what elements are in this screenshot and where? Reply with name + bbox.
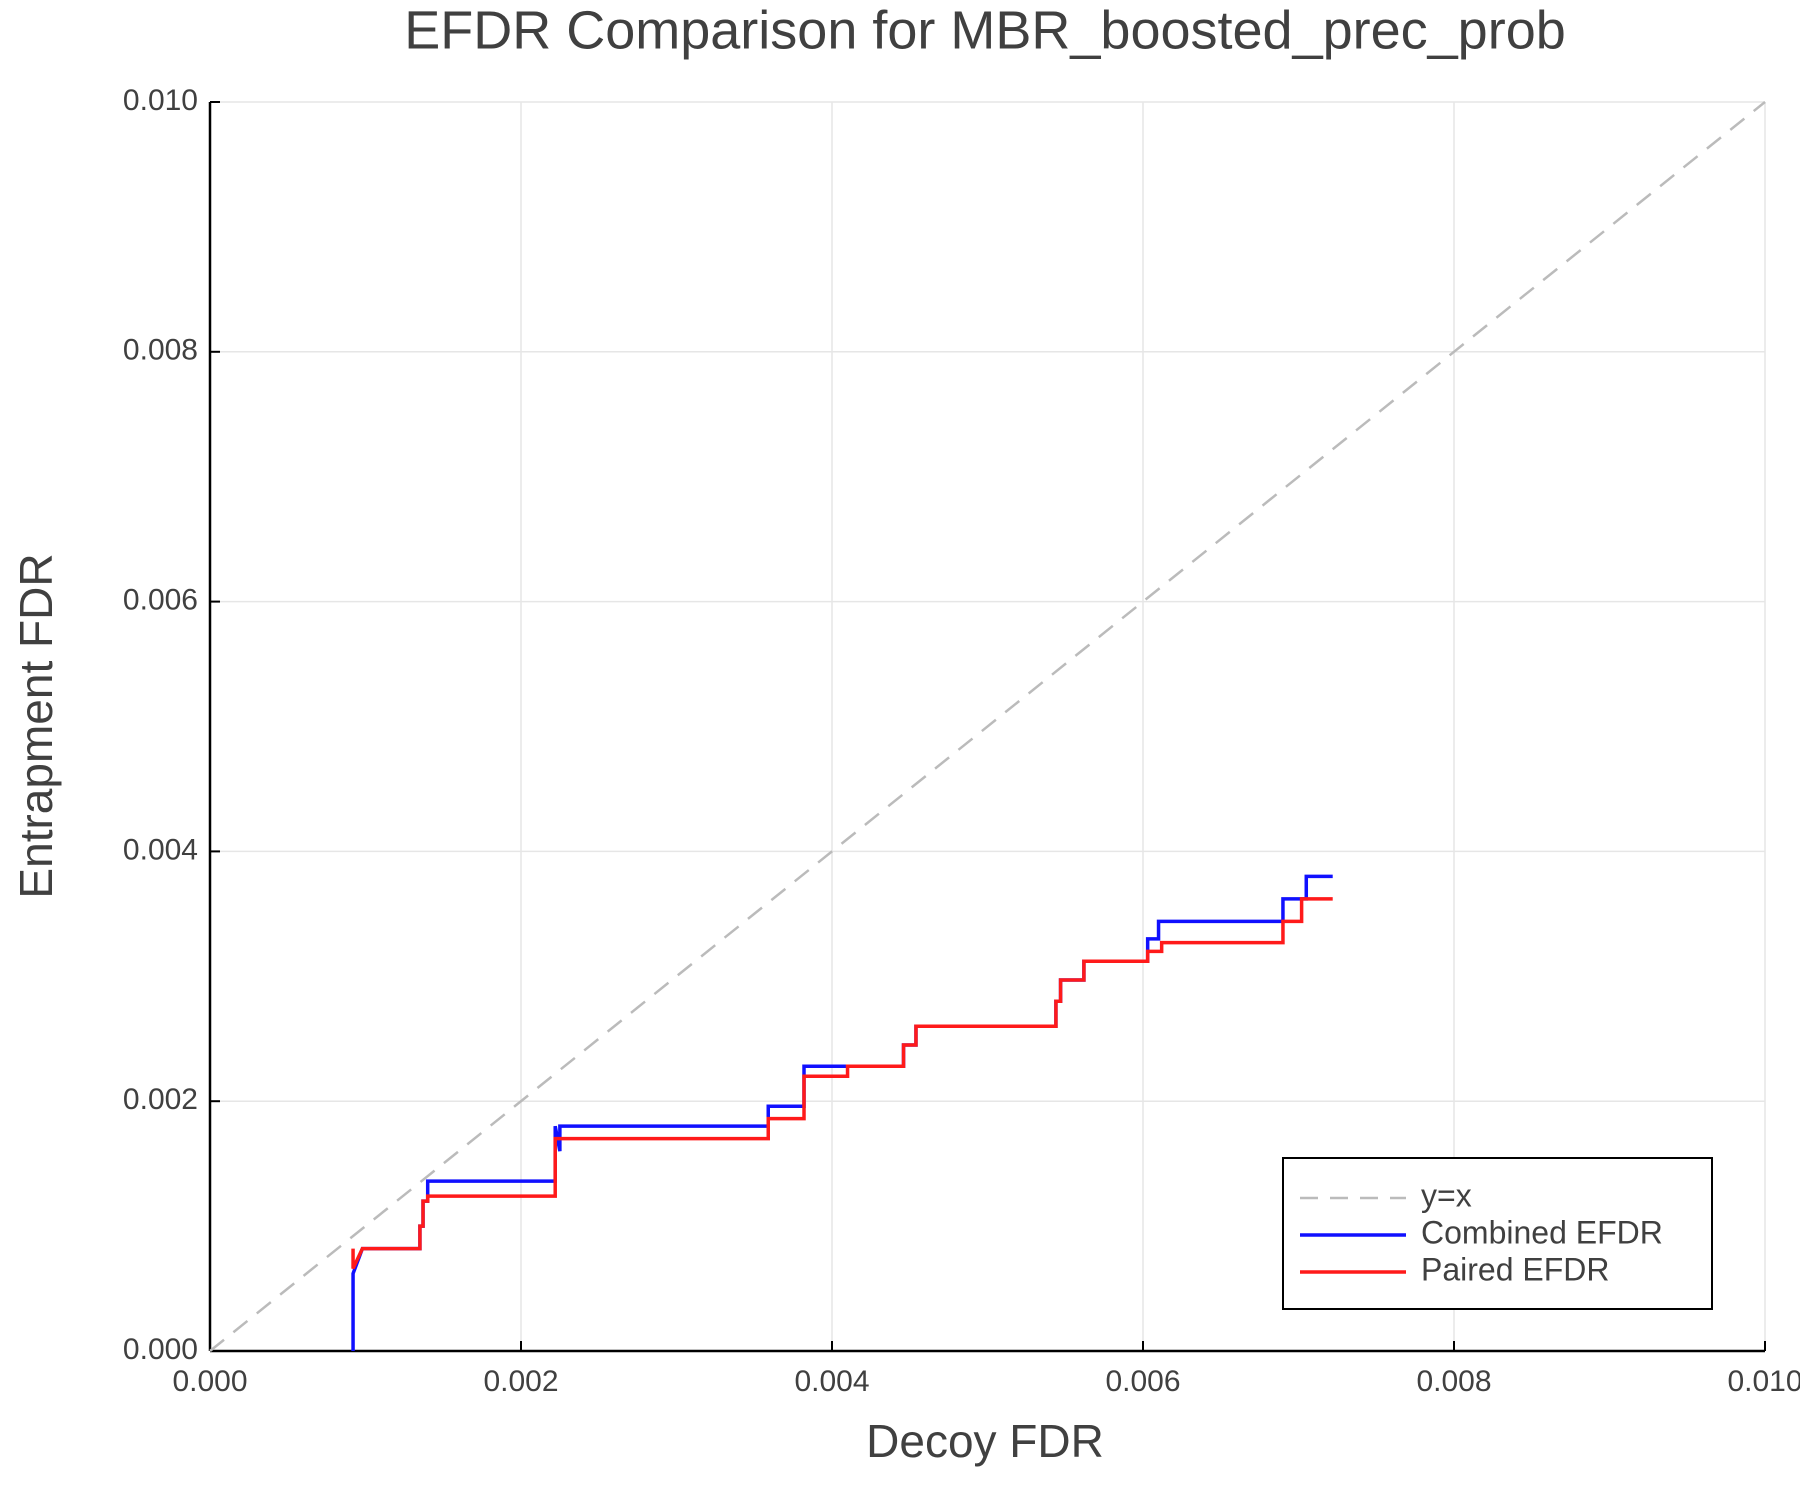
x-axis-label: Decoy FDR [866, 1415, 1104, 1467]
y-tick-label: 0.002 [123, 1083, 198, 1116]
x-tick-label: 0.004 [794, 1365, 869, 1398]
chart-title: EFDR Comparison for MBR_boosted_prec_pro… [404, 0, 1566, 60]
series-line [351, 897, 1333, 1270]
series-line [351, 874, 1333, 1351]
legend-label: Combined EFDR [1421, 1214, 1663, 1250]
x-tick-label: 0.008 [1416, 1365, 1491, 1398]
x-tick-label: 0.002 [483, 1365, 558, 1398]
y-axis-label: Entrapment FDR [10, 553, 62, 898]
y-tick-label: 0.008 [123, 334, 198, 367]
x-tick-label: 0.010 [1727, 1365, 1800, 1398]
legend-label: y=x [1421, 1177, 1472, 1213]
series-line [209, 101, 1766, 1352]
y-tick-label: 0.006 [123, 584, 198, 617]
x-tick-label: 0.006 [1105, 1365, 1180, 1398]
legend-label: Paired EFDR [1421, 1251, 1610, 1287]
x-tick-label: 0.000 [172, 1365, 247, 1398]
y-tick-label: 0.010 [123, 84, 198, 117]
y-tick-label: 0.000 [123, 1333, 198, 1366]
y-tick-label: 0.004 [123, 833, 198, 866]
